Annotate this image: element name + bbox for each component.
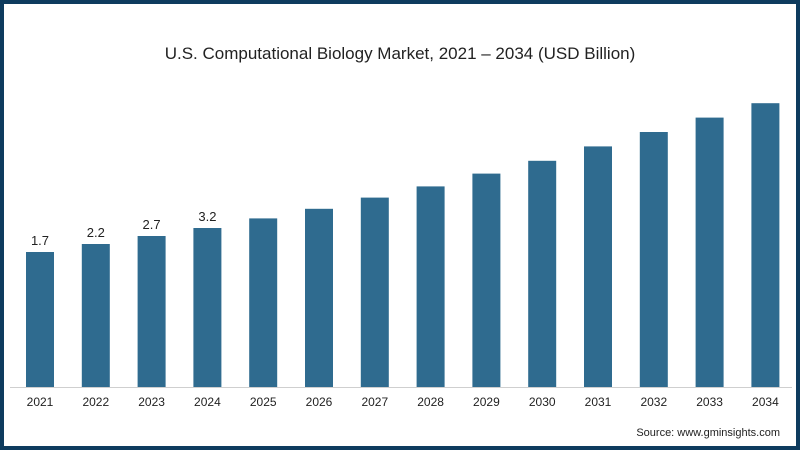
bar-2030 (528, 160, 557, 387)
x-tick-label: 2027 (361, 395, 388, 409)
x-tick-label: 2031 (585, 395, 612, 409)
bar-2027 (360, 197, 389, 387)
bar-2026 (305, 208, 333, 387)
data-label: 2.7 (143, 217, 161, 232)
x-tick-label: 2025 (250, 395, 277, 409)
bar-2025 (249, 218, 278, 387)
data-label: 1.7 (31, 233, 49, 248)
bar-2029 (472, 173, 501, 387)
x-tick-label: 2026 (306, 395, 333, 409)
x-tick-label: 2024 (194, 395, 221, 409)
bar-2024 (193, 228, 222, 387)
x-tick-label: 2029 (473, 395, 500, 409)
bar-2031 (584, 146, 612, 387)
bar-2034 (751, 103, 780, 387)
x-tick-label: 2033 (696, 395, 723, 409)
x-tick-label: 2022 (82, 395, 109, 409)
data-label: 3.2 (198, 209, 216, 224)
bar-2022 (81, 244, 110, 387)
x-tick-label: 2034 (752, 395, 779, 409)
x-tick-label: 2032 (640, 395, 667, 409)
x-tick-label: 2028 (417, 395, 444, 409)
bar-2021 (26, 252, 54, 387)
x-tick-label: 2021 (27, 395, 54, 409)
bar-2033 (695, 117, 724, 387)
bar-2023 (137, 236, 166, 387)
bar-2028 (416, 186, 445, 387)
x-tick-label: 2030 (529, 395, 556, 409)
x-tick-label: 2023 (138, 395, 165, 409)
source-note: Source: www.gminsights.com (636, 427, 780, 439)
chart-title: U.S. Computational Biology Market, 2021 … (164, 44, 636, 63)
data-label: 2.2 (87, 225, 105, 240)
bar-2032 (639, 132, 668, 387)
